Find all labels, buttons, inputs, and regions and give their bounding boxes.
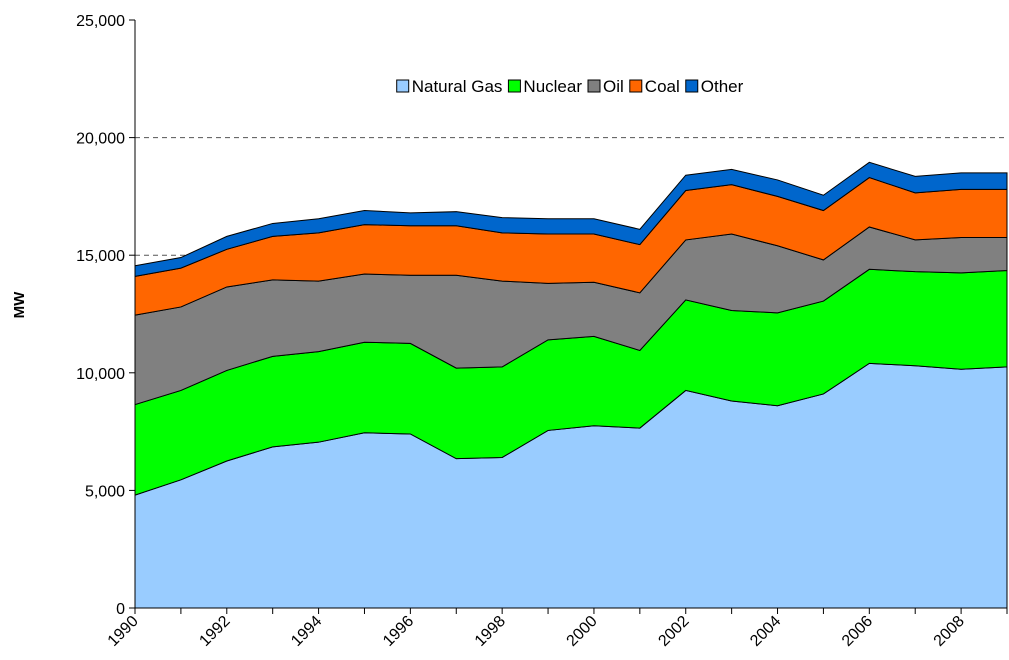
legend-label: Natural Gas <box>412 77 503 96</box>
x-tick-label: 1994 <box>288 613 325 650</box>
areas <box>134 161 1008 609</box>
x-tick-label: 1990 <box>105 613 142 650</box>
legend-label: Other <box>701 77 744 96</box>
y-tick-label: 15,000 <box>76 248 125 265</box>
x-tick-label: 2002 <box>655 613 692 650</box>
legend-swatch <box>629 79 643 93</box>
legend-label: Coal <box>645 77 680 96</box>
y-tick-label: 25,000 <box>76 13 125 30</box>
y-tick-label: 0 <box>116 601 125 618</box>
x-tick-label: 2006 <box>839 613 876 650</box>
x-tick-label: 2008 <box>931 613 968 650</box>
x-tick-label: 2000 <box>564 613 601 650</box>
legend-swatch <box>587 79 601 93</box>
legend-swatch <box>396 79 410 93</box>
y-axis-label: MW <box>11 291 28 318</box>
legend-swatch <box>685 79 699 93</box>
legend: Natural Gas Nuclear Oil Coal Other <box>396 77 744 96</box>
legend-swatch <box>507 79 521 93</box>
y-tick-label: 10,000 <box>76 366 125 383</box>
area <box>134 161 1008 277</box>
y-tick-label: 20,000 <box>76 131 125 148</box>
legend-label: Oil <box>603 77 624 96</box>
x-tick-label: 1998 <box>472 613 509 650</box>
legend-label: Nuclear <box>523 77 582 96</box>
x-tick-label: 2004 <box>747 613 784 650</box>
y-tick-label: 5,000 <box>85 483 125 500</box>
x-tick-label: 1992 <box>196 613 233 650</box>
x-tick-label: 1996 <box>380 613 417 650</box>
